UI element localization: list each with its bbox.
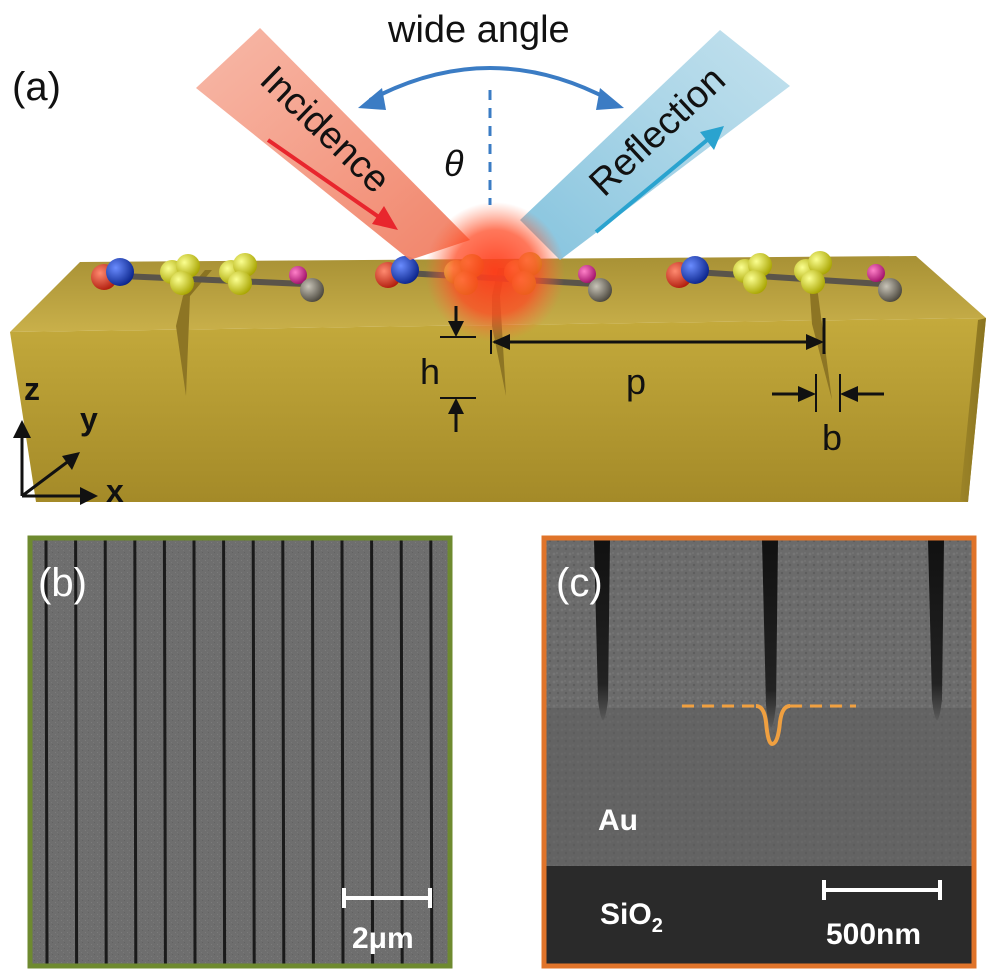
panel-c-border — [541, 535, 977, 969]
scale-bar-c — [822, 880, 942, 900]
grating-grooves-c — [594, 540, 944, 728]
panel-c-label: (c) — [556, 561, 603, 605]
reflection-beam — [520, 30, 790, 260]
molecule-1 — [91, 253, 324, 302]
depth-dimension — [440, 306, 476, 432]
scale-bar-c-label: 500nm — [826, 918, 921, 951]
panel-b-border — [27, 535, 453, 969]
axis-z-label: z — [24, 371, 40, 407]
reflection-arrow — [594, 126, 724, 234]
grating-line — [310, 539, 315, 965]
grating-line — [103, 539, 108, 965]
sio2-label: SiO2 — [600, 898, 663, 937]
scale-bar-b — [342, 888, 432, 908]
grating-line — [74, 539, 79, 965]
grating-line — [251, 539, 256, 965]
period-label: p — [626, 361, 646, 402]
grating-line — [133, 539, 138, 965]
axis-y-label: y — [80, 401, 98, 437]
au-region — [544, 708, 974, 868]
sem-image-b — [30, 538, 450, 966]
grating-line — [281, 539, 286, 965]
axis-x-label: x — [106, 473, 124, 509]
grating-line — [370, 539, 375, 965]
wide-angle-label: wide angle — [387, 9, 570, 51]
gold-slab-front — [10, 318, 986, 502]
depth-label: h — [420, 351, 440, 392]
molecule-3 — [666, 251, 902, 302]
incidence-beam — [196, 28, 470, 260]
grating-line — [192, 539, 197, 965]
gold-slab-side — [960, 318, 986, 502]
grating-line — [44, 539, 49, 965]
panel-b: (b) 2μm — [27, 535, 453, 969]
width-dimension — [772, 374, 884, 412]
grating-line — [222, 539, 227, 965]
grating-line — [162, 539, 167, 965]
groove-profile-line — [682, 704, 856, 747]
grating-line — [399, 539, 404, 965]
panel-b-label: (b) — [38, 561, 87, 605]
theta-label: θ — [444, 143, 464, 184]
panel-a-label: (a) — [12, 65, 61, 109]
incidence-arrow — [266, 138, 398, 230]
scale-bar-b-label: 2μm — [352, 922, 414, 955]
wide-angle-arc — [358, 66, 624, 110]
sio2-layer — [544, 866, 974, 966]
laser-spot — [425, 202, 565, 342]
panel-a: (a) — [10, 9, 986, 509]
period-dimension — [490, 318, 826, 354]
grating-lines — [44, 539, 434, 965]
coordinate-axes — [13, 420, 98, 505]
width-label: b — [822, 417, 842, 458]
au-label: Au — [598, 804, 638, 837]
panel-c: (c) Au SiO2 500nm — [541, 535, 977, 969]
